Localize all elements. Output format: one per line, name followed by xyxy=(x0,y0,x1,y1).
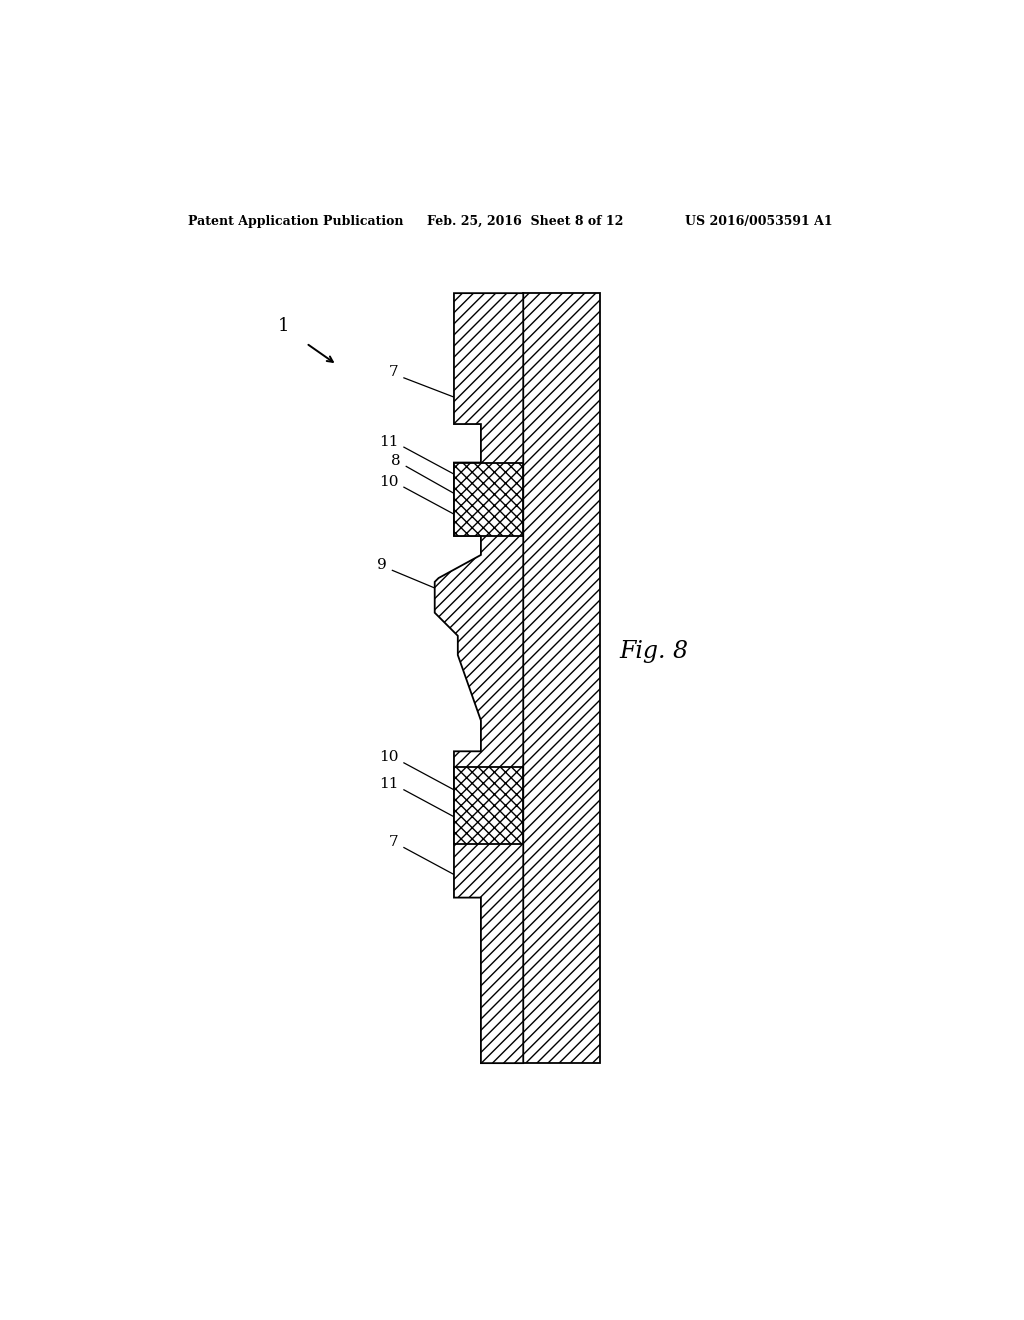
Text: 11: 11 xyxy=(379,777,398,792)
Text: Feb. 25, 2016  Sheet 8 of 12: Feb. 25, 2016 Sheet 8 of 12 xyxy=(427,215,624,228)
Bar xyxy=(454,767,523,843)
Text: Fig. 8: Fig. 8 xyxy=(620,640,689,663)
Text: 10: 10 xyxy=(379,751,398,764)
Text: 11: 11 xyxy=(379,434,398,449)
Text: US 2016/0053591 A1: US 2016/0053591 A1 xyxy=(685,215,833,228)
Bar xyxy=(454,462,523,536)
Text: 1: 1 xyxy=(278,317,289,335)
Text: 7: 7 xyxy=(389,836,398,849)
Text: 8: 8 xyxy=(391,454,400,469)
Text: 10: 10 xyxy=(379,475,398,488)
Text: Patent Application Publication: Patent Application Publication xyxy=(188,215,403,228)
Bar xyxy=(523,293,600,1063)
Text: 7: 7 xyxy=(389,366,398,379)
Text: 9: 9 xyxy=(377,558,387,572)
Polygon shape xyxy=(435,293,523,1063)
